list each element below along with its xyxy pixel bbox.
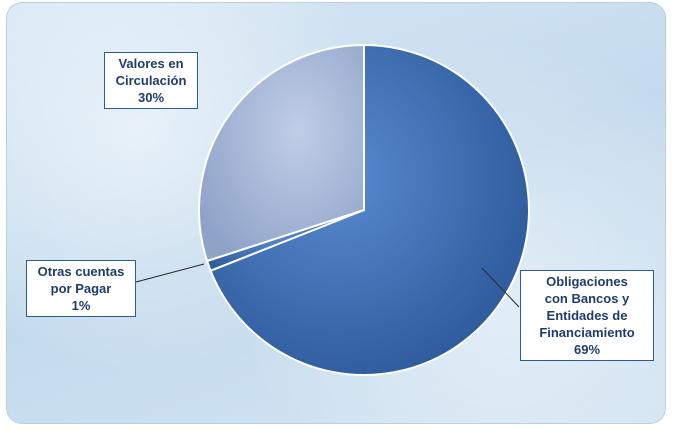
label-line: Otras cuentas [37, 264, 125, 279]
label-percent: 30% [137, 90, 165, 105]
chart-area: Obligaciones con Bancos y Entidades de F… [6, 2, 666, 424]
pie-slice [209, 43, 530, 376]
leader-line [481, 267, 520, 308]
label-otras-cuentas: Otras cuentas por Pagar 1% [26, 260, 136, 317]
label-percent: 69% [573, 342, 601, 357]
label-obligaciones: Obligaciones con Bancos y Entidades de F… [520, 270, 654, 361]
label-line: Circulación [115, 73, 187, 88]
label-line: Financiamiento [539, 325, 635, 340]
label-line: Obligaciones [546, 274, 628, 289]
leader-line [135, 263, 205, 283]
pie-slice [198, 43, 365, 263]
label-line: por Pagar [50, 281, 112, 296]
label-line: Valores en [118, 56, 184, 71]
pie-chart [135, 43, 530, 376]
label-valores: Valores en Circulación 30% [104, 52, 198, 109]
label-line: Entidades de [546, 308, 628, 323]
label-percent: 1% [71, 298, 91, 313]
label-line: con Bancos y [544, 291, 630, 306]
